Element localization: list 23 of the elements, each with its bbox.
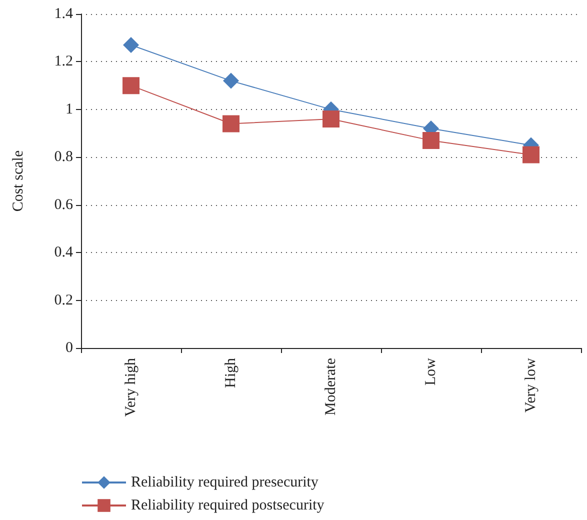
y-axis-title: Cost scale xyxy=(10,150,26,212)
y-tick-label: 0.4 xyxy=(54,244,74,261)
y-tick-label: 1 xyxy=(66,101,73,118)
point xyxy=(223,72,239,89)
x-tick-label: Low xyxy=(423,358,439,386)
y-tick-label: 1.2 xyxy=(54,54,73,70)
y-tick-label: 0 xyxy=(66,340,73,356)
point xyxy=(123,37,139,54)
point xyxy=(122,77,140,94)
x-tick-label: Very low xyxy=(523,358,539,413)
x-tick-label: Very high xyxy=(123,358,139,417)
legend-label: Reliability required postsecurity xyxy=(131,498,325,514)
point xyxy=(222,115,240,132)
y-tick-label: 0.6 xyxy=(54,196,74,213)
point xyxy=(522,146,540,164)
legend-label: Reliability required presecurity xyxy=(131,474,319,490)
point xyxy=(422,132,440,149)
y-tick-label: 0.8 xyxy=(54,149,73,166)
y-tick-label: 0.2 xyxy=(54,292,73,308)
x-tick-label: High xyxy=(223,358,239,388)
x-tick-label: Moderate xyxy=(323,358,339,416)
point xyxy=(322,110,340,128)
y-tick-label: 1.4 xyxy=(54,6,74,22)
